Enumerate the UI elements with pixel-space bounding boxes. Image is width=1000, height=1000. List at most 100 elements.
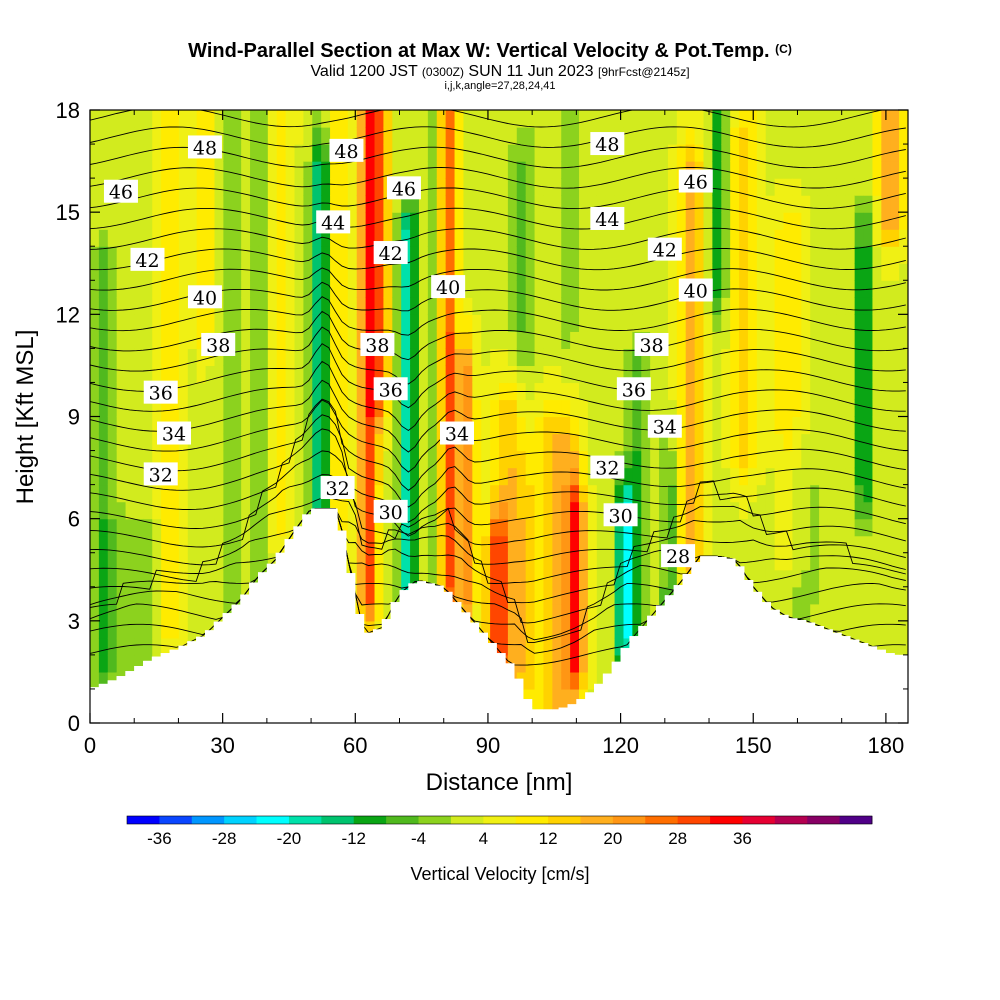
- w-cell: [418, 161, 429, 179]
- w-cell: [241, 484, 251, 503]
- w-cell: [152, 280, 162, 298]
- w-cell: [561, 331, 571, 349]
- w-cell: [579, 450, 589, 469]
- w-cell: [338, 263, 349, 281]
- w-cell: [507, 501, 518, 520]
- w-cell: [303, 331, 313, 349]
- w-cell: [819, 484, 829, 503]
- w-cell: [579, 484, 589, 503]
- w-cell: [579, 144, 589, 162]
- w-cell: [463, 586, 473, 605]
- w-cell: [534, 671, 545, 690]
- w-cell: [205, 450, 216, 469]
- w-cell: [214, 433, 224, 452]
- w-cell: [756, 161, 767, 179]
- w-cell: [143, 637, 153, 656]
- subtitle-utc: (0300Z): [422, 65, 464, 79]
- w-cell: [650, 382, 660, 401]
- w-cell: [543, 416, 553, 435]
- w-cell: [143, 365, 153, 384]
- w-cell: [641, 314, 651, 332]
- w-cell: [676, 433, 687, 452]
- w-cell: [836, 518, 847, 537]
- w-cell: [676, 518, 687, 537]
- w-cell: [561, 246, 571, 264]
- w-cell: [205, 433, 216, 452]
- w-cell: [250, 399, 260, 418]
- w-cell: [561, 127, 571, 145]
- w-cell: [410, 246, 420, 264]
- w-cell: [90, 212, 100, 230]
- w-cell: [125, 416, 136, 435]
- w-cell: [890, 348, 900, 367]
- w-cell: [250, 297, 260, 315]
- w-cell: [641, 263, 651, 281]
- w-cell: [845, 467, 856, 486]
- w-cell: [632, 518, 642, 537]
- w-cell: [196, 586, 207, 605]
- w-cell: [250, 535, 260, 554]
- w-cell: [303, 229, 313, 247]
- w-cell: [472, 348, 482, 367]
- w-cell: [507, 110, 518, 128]
- w-cell: [614, 416, 625, 435]
- w-cell: [534, 127, 545, 145]
- w-cell: [721, 535, 731, 554]
- w-cell: [552, 603, 562, 622]
- w-cell: [90, 535, 100, 554]
- w-cell: [765, 280, 776, 298]
- w-cell: [783, 263, 794, 281]
- w-cell: [739, 195, 749, 213]
- w-cell: [232, 314, 242, 332]
- w-cell: [623, 110, 633, 128]
- w-cell: [178, 246, 189, 264]
- w-cell: [676, 382, 687, 401]
- w-cell: [285, 297, 296, 315]
- colorbar-frame: [126, 815, 873, 825]
- w-cell: [90, 416, 100, 435]
- w-cell: [178, 314, 189, 332]
- w-cell: [258, 535, 269, 554]
- w-cell: [845, 365, 856, 384]
- w-cell: [223, 467, 233, 486]
- w-cell: [543, 195, 553, 213]
- w-cell: [632, 178, 642, 196]
- w-cell: [712, 195, 722, 213]
- w-cell: [338, 178, 349, 196]
- w-cell: [623, 399, 633, 418]
- w-cell: [899, 280, 908, 298]
- w-cell: [694, 263, 705, 281]
- w-cell: [641, 348, 651, 367]
- w-cell: [623, 552, 633, 571]
- w-cell: [90, 671, 100, 690]
- w-cell: [125, 195, 136, 213]
- w-cell: [552, 484, 562, 503]
- w-cell: [507, 229, 518, 247]
- w-cell: [321, 246, 331, 264]
- w-cell: [472, 229, 482, 247]
- w-cell: [721, 416, 731, 435]
- w-cell: [330, 399, 340, 418]
- theta-label-text: 48: [193, 137, 217, 159]
- w-cell: [836, 246, 847, 264]
- w-cell: [801, 586, 811, 605]
- w-cell: [721, 518, 731, 537]
- w-cell: [516, 569, 527, 588]
- w-cell: [383, 399, 393, 418]
- w-cell: [205, 569, 216, 588]
- w-cell: [596, 297, 607, 315]
- w-cell: [125, 331, 136, 349]
- w-cell: [507, 280, 518, 298]
- w-cell: [463, 365, 473, 384]
- w-cell: [125, 603, 136, 622]
- w-cell: [383, 467, 393, 486]
- w-cell: [116, 246, 127, 264]
- w-cell: [250, 501, 260, 520]
- w-cell: [534, 212, 545, 230]
- w-cell: [330, 297, 340, 315]
- w-cell: [365, 178, 376, 196]
- w-cell: [605, 280, 616, 298]
- w-cell: [552, 416, 562, 435]
- w-cell: [303, 195, 313, 213]
- w-cell: [525, 263, 536, 281]
